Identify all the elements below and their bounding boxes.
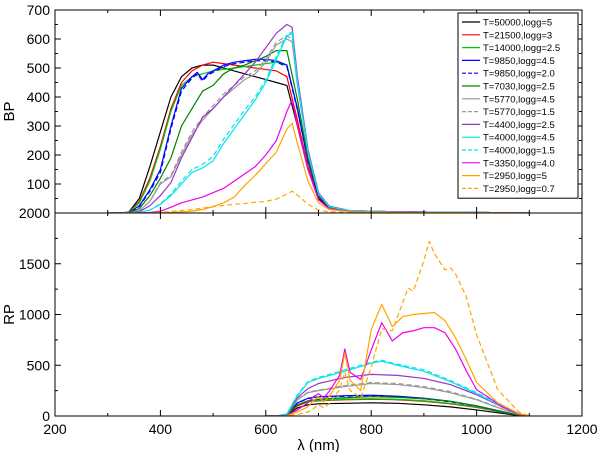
legend-entry-label: T=4000,logg=1.5 xyxy=(483,146,555,157)
plot-frame xyxy=(54,212,583,417)
y-tick-label: 400 xyxy=(27,89,51,105)
series-line-10 xyxy=(265,360,530,416)
legend-box xyxy=(457,12,579,199)
series-group xyxy=(107,23,530,213)
series-line-11 xyxy=(107,31,530,213)
y-tick-label: 2000 xyxy=(19,205,50,221)
panel-2: 0 500 1000 1500 2000 200 400 600 800 1000 1200 RP λ … xyxy=(1,205,598,454)
y-axis-label: BP xyxy=(1,101,18,121)
x-tick-label: 400 xyxy=(149,421,173,437)
y-tick-label: 300 xyxy=(27,118,51,134)
y-tick-label: 500 xyxy=(27,60,51,76)
legend-entry-label: T=9850,logg=4.5 xyxy=(483,56,555,67)
legend-entry-label: T=3350,logg=4.0 xyxy=(483,158,555,169)
x-tick-label: 800 xyxy=(360,421,384,437)
series-line-13 xyxy=(107,122,530,213)
legend-entry-label: T=21500,logg=3 xyxy=(483,30,552,41)
series-line-12 xyxy=(107,99,530,213)
series-line-1 xyxy=(265,402,530,416)
y-tick-label: 1500 xyxy=(19,256,50,272)
x-tick-label: 1000 xyxy=(461,421,492,437)
y-tick-label: 700 xyxy=(27,2,51,18)
panel-1: 100200300400500600700BPT=50000,logg=5T=2… xyxy=(1,2,583,214)
y-tick-label: 200 xyxy=(27,147,51,163)
y-tick-label: 600 xyxy=(27,31,51,47)
y-axis-label: RP xyxy=(1,304,18,325)
legend-entry-label: T=5770,logg=1.5 xyxy=(483,107,555,118)
legend-entry-label: T=2950,logg=0.7 xyxy=(483,184,555,195)
legend-entry-label: T=4400,logg=2.5 xyxy=(483,120,555,131)
y-tick-label: 0 xyxy=(42,408,50,424)
legend: T=50000,logg=5T=21500,logg=3 T=14000,logg… xyxy=(457,12,579,199)
y-tick-label: 100 xyxy=(27,176,51,192)
y-tick-label: 1000 xyxy=(19,307,50,323)
x-tick-label: 600 xyxy=(254,421,278,437)
x-axis-label: λ (nm) xyxy=(297,437,340,452)
legend-entry-label: T=2950,logg=5 xyxy=(483,171,547,182)
legend-entry-label: T=14000,logg=2.5 xyxy=(483,43,560,54)
legend-entry-label: T=5770,logg=4.5 xyxy=(483,94,555,105)
legend-entry-label: T=4000,logg=4.5 xyxy=(483,133,555,144)
series-group xyxy=(265,240,530,416)
y-tick-label: 500 xyxy=(27,357,51,373)
series-line-13 xyxy=(265,303,530,416)
legend-entry-label: T=50000,logg=5 xyxy=(483,18,552,29)
series-line-14 xyxy=(265,240,530,416)
series-line-11 xyxy=(265,359,530,416)
legend-entry-label: T=9850,logg=2.0 xyxy=(483,69,555,80)
x-tick-label: 200 xyxy=(43,421,67,437)
series-line-12 xyxy=(265,322,530,416)
series-line-6 xyxy=(265,396,530,416)
legend-entry-label: T=7030,logg=2.5 xyxy=(483,82,555,93)
x-tick-label: 1200 xyxy=(566,421,597,437)
